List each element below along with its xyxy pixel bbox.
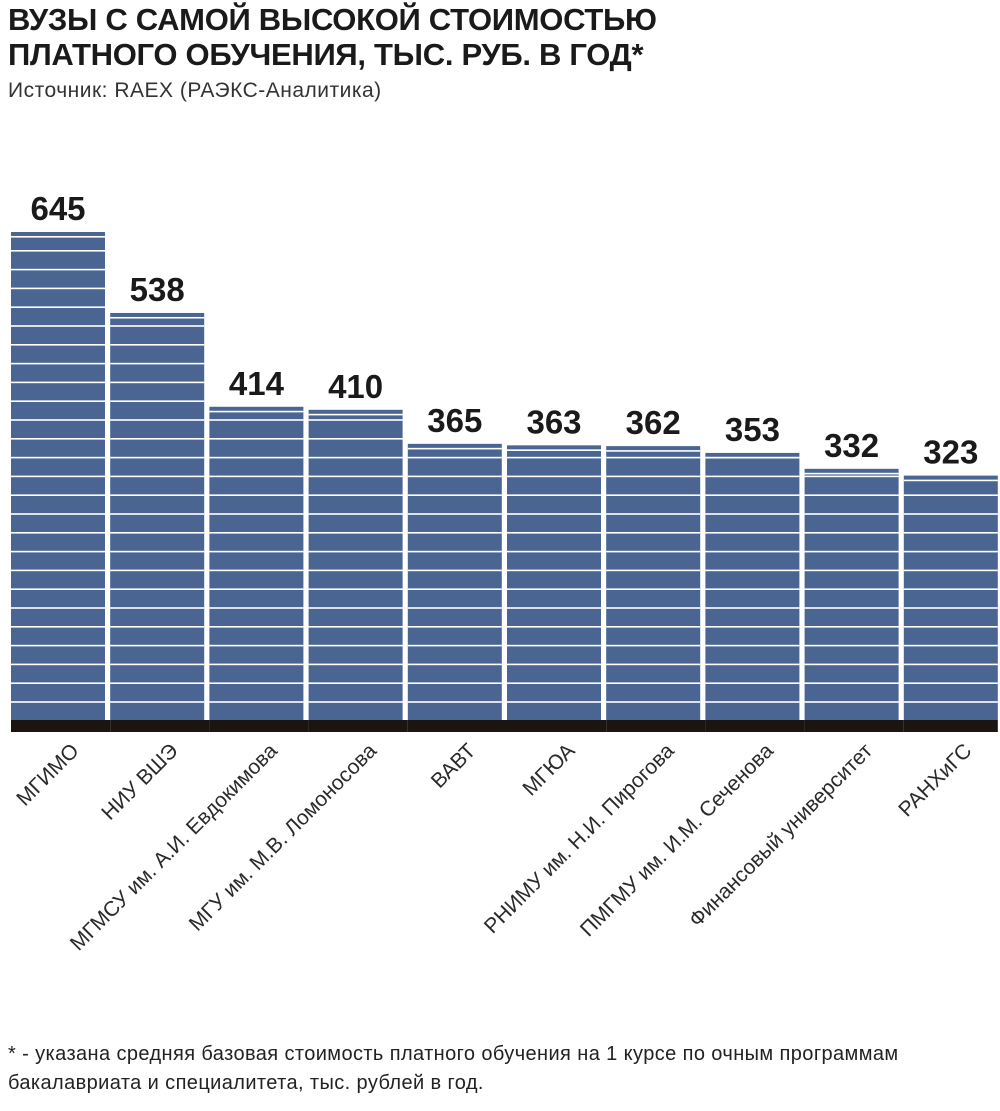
bar-stripes	[110, 316, 205, 703]
baseline	[606, 720, 706, 732]
data-label: 365	[427, 402, 482, 439]
data-label: 353	[725, 411, 780, 448]
baseline	[903, 720, 998, 732]
baseline	[507, 720, 607, 732]
data-label: 645	[30, 190, 85, 227]
bar-stripes	[507, 449, 601, 703]
data-label: 410	[328, 368, 383, 405]
chart-footnote: * - указана средняя базовая стоимость пл…	[8, 1043, 899, 1094]
bar	[903, 475, 998, 720]
category-label: НИУ ВШЭ	[97, 739, 182, 824]
data-label: 538	[130, 271, 185, 308]
data-label: 332	[824, 427, 879, 464]
category-label: МГМСУ им. А.И. Евдокимова	[66, 739, 282, 955]
category-label: РАНХиГС	[894, 739, 976, 821]
baseline	[110, 720, 210, 732]
data-label: 363	[526, 403, 581, 440]
baseline	[407, 720, 507, 732]
bar-stripes	[903, 479, 998, 703]
bar-stripes	[209, 410, 304, 703]
bar	[705, 452, 800, 720]
data-label: 362	[626, 404, 681, 441]
bar-stripes	[705, 456, 800, 703]
data-label: 414	[229, 365, 285, 402]
chart-source: Источник: RAEX (РАЭКС-Аналитика)	[8, 79, 382, 102]
bar-stripes	[804, 472, 899, 703]
bar-chart: 645 МГИМО 538 НИУ ВШЭ 414 МГМСУ им. А.И. Евдо…	[11, 190, 998, 955]
baseline	[705, 720, 805, 732]
bar	[804, 468, 899, 720]
category-label: МГУ им. М.В. Ломоносова	[185, 739, 382, 936]
baseline	[804, 720, 904, 732]
bar	[209, 406, 304, 720]
chart-title-line-1: Вузы с самой высокой стоимостью	[8, 2, 657, 37]
category-label: МГЮА	[518, 739, 579, 800]
bar-stripes	[11, 236, 105, 703]
category-label: РНИМУ им. Н.И. Пирогова	[480, 739, 679, 938]
bar	[606, 446, 701, 720]
chart-title: Вузы с самой высокой стоимостью платного…	[8, 2, 988, 72]
baseline	[11, 720, 111, 732]
bar-stripes	[606, 450, 701, 703]
baseline	[209, 720, 309, 732]
category-label: Финансовый университет	[685, 739, 878, 932]
bar-stripes	[308, 413, 403, 703]
bar	[110, 312, 205, 720]
bar-stripes	[407, 447, 502, 703]
bar	[507, 445, 601, 720]
bar	[308, 409, 403, 720]
category-label: ПМГМУ им. И.М. Сеченова	[576, 739, 778, 941]
data-label: 323	[923, 434, 978, 471]
baseline	[308, 720, 408, 732]
category-label: ВАВТ	[427, 739, 481, 793]
chart-title-line-2: платного обучения, тыс. руб. в год*	[8, 37, 644, 72]
bar	[407, 443, 502, 720]
category-label: МГИМО	[12, 739, 83, 810]
